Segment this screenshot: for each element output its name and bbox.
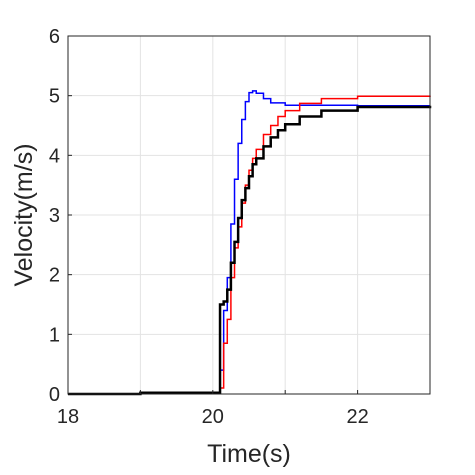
x-tick-labels: 18 20 22 [57, 406, 369, 428]
axes [67, 35, 431, 395]
y-tick-label: 3 [49, 205, 60, 227]
y-tick-label: 1 [49, 324, 60, 346]
x-axis-title: Time(s) [207, 440, 291, 468]
series-group [68, 90, 432, 396]
x-tick-label: 18 [57, 406, 79, 428]
x-tick-label: 22 [346, 406, 368, 428]
series-line-1 [68, 90, 430, 395]
y-tick-label: 4 [49, 145, 60, 167]
y-axis-title: Velocity(m/s) [10, 143, 38, 286]
series-line-3 [68, 105, 432, 396]
y-tick-labels: 0 1 2 3 4 5 6 [49, 26, 60, 406]
y-tick-label: 2 [49, 265, 60, 287]
series-line-2 [68, 95, 431, 395]
x-tick-label: 20 [202, 406, 224, 428]
y-tick-label: 0 [49, 384, 60, 406]
y-tick-label: 6 [49, 26, 60, 48]
y-tick-label: 5 [49, 86, 60, 108]
grid-lines [68, 36, 430, 394]
